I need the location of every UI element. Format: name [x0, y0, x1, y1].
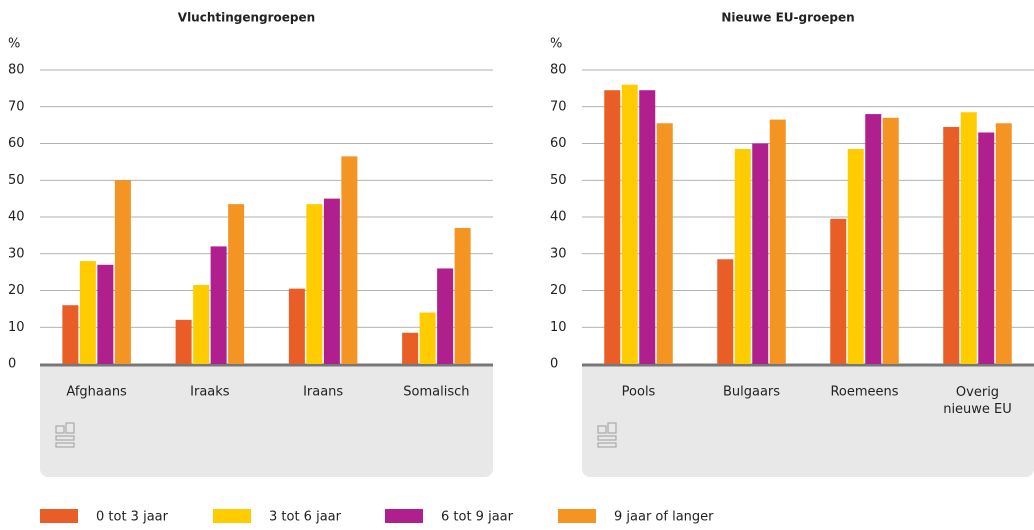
bar	[830, 218, 847, 364]
y-tick-label: 20	[8, 283, 25, 298]
bar	[97, 264, 114, 364]
unit-label: %	[550, 37, 562, 52]
y-tick-label: 10	[550, 320, 567, 335]
y-tick-label: 0	[550, 357, 558, 372]
bar	[734, 149, 751, 364]
chart-title: Vluchtingengroepen	[178, 11, 315, 25]
bar	[960, 112, 977, 364]
bar	[978, 132, 995, 364]
legend-swatch	[40, 509, 78, 523]
y-tick-label: 50	[550, 173, 567, 188]
bar	[847, 149, 864, 364]
legend-swatch	[558, 509, 596, 523]
legend-label: 6 tot 9 jaar	[441, 510, 514, 525]
footer-panel	[40, 364, 493, 477]
y-tick-label: 30	[8, 246, 25, 261]
legend-label: 9 jaar of langer	[614, 510, 714, 525]
bar	[323, 198, 340, 364]
logo-part	[597, 425, 607, 434]
bar	[419, 312, 436, 364]
bar	[882, 117, 899, 365]
footer-panel	[582, 364, 1034, 477]
footer-panel-top	[582, 364, 1034, 374]
bar	[193, 284, 210, 364]
x-tick-label: Iraans	[303, 385, 343, 400]
bar	[437, 268, 454, 364]
x-tick-label: Afghaans	[66, 385, 127, 400]
bar	[752, 143, 769, 364]
bar	[621, 84, 638, 364]
bar	[604, 90, 621, 365]
y-tick-label: 60	[550, 136, 567, 151]
bar	[943, 126, 960, 365]
y-tick-label: 20	[550, 283, 567, 298]
bar	[402, 332, 419, 364]
x-tick-label: Somalisch	[403, 385, 469, 400]
bar	[865, 114, 882, 364]
y-tick-label: 50	[8, 173, 25, 188]
legend-label: 0 tot 3 jaar	[96, 510, 169, 525]
bar	[995, 123, 1012, 364]
bar	[79, 261, 96, 364]
legend-swatch	[385, 509, 423, 523]
bar	[717, 259, 734, 364]
y-tick-label: 0	[8, 357, 16, 372]
logo-part	[55, 442, 75, 448]
bar	[175, 319, 192, 364]
bar	[288, 288, 305, 364]
logo-part	[597, 435, 617, 441]
bar	[639, 90, 656, 365]
unit-label: %	[8, 37, 20, 52]
legend-swatch	[213, 509, 251, 523]
x-tick-label: Roemeens	[830, 385, 898, 400]
y-tick-label: 70	[8, 99, 25, 114]
x-tick-label: Pools	[622, 385, 656, 400]
bar	[228, 204, 245, 364]
bar	[769, 119, 786, 364]
logo-part	[607, 422, 617, 434]
bar	[656, 123, 673, 364]
x-tick-label: Bulgaars	[723, 385, 780, 400]
footer-panel-top	[40, 364, 493, 374]
chart-title: Nieuwe EU-groepen	[721, 11, 854, 25]
y-tick-label: 10	[8, 320, 25, 335]
logo-part	[55, 425, 65, 434]
bar	[62, 305, 79, 364]
bar	[454, 228, 471, 364]
y-tick-label: 70	[550, 99, 567, 114]
y-tick-label: 40	[550, 210, 567, 225]
logo-part	[65, 422, 75, 434]
bar	[306, 204, 323, 364]
bar	[210, 246, 227, 364]
y-tick-label: 60	[8, 136, 25, 151]
bar	[114, 180, 131, 364]
x-tick-label: Overig nieuwe EU	[943, 385, 1012, 417]
y-tick-label: 40	[8, 210, 25, 225]
logo-part	[597, 442, 617, 448]
y-tick-label: 30	[550, 246, 567, 261]
y-tick-label: 80	[550, 63, 567, 78]
logo-part	[55, 435, 75, 441]
y-tick-label: 80	[8, 63, 25, 78]
legend-label: 3 tot 6 jaar	[269, 510, 342, 525]
bar	[341, 156, 358, 364]
x-tick-label: Iraaks	[190, 385, 230, 400]
